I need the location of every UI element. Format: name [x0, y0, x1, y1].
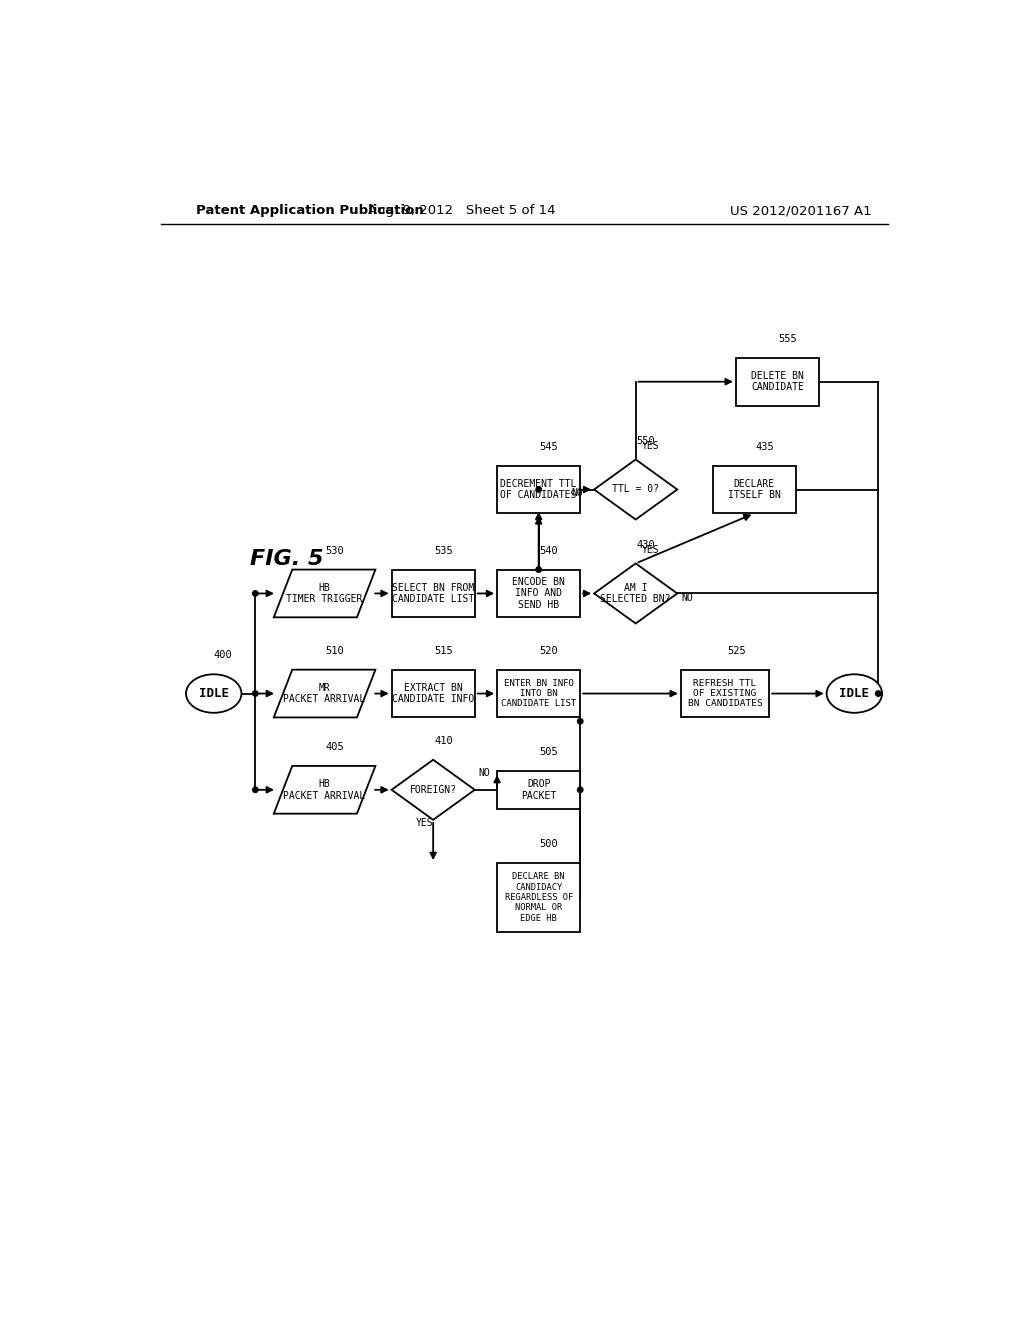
- Bar: [497, 669, 581, 718]
- Text: 520: 520: [540, 645, 558, 656]
- Text: NO: NO: [478, 768, 490, 777]
- Text: Patent Application Publication: Patent Application Publication: [196, 205, 424, 218]
- Text: 550: 550: [637, 436, 655, 446]
- Text: DROP
PACKET: DROP PACKET: [521, 779, 556, 801]
- Circle shape: [578, 718, 583, 723]
- Circle shape: [876, 690, 881, 696]
- Text: 410: 410: [434, 737, 453, 746]
- Polygon shape: [273, 570, 376, 618]
- Polygon shape: [594, 564, 677, 623]
- Text: 555: 555: [778, 334, 797, 345]
- Bar: [391, 570, 475, 618]
- Text: IDLE: IDLE: [840, 686, 869, 700]
- Circle shape: [536, 487, 542, 492]
- Bar: [497, 863, 581, 932]
- Text: FOREIGN?: FOREIGN?: [410, 785, 457, 795]
- Text: 400: 400: [213, 651, 231, 660]
- Circle shape: [253, 787, 258, 792]
- Text: NO: NO: [681, 593, 693, 603]
- Text: 525: 525: [727, 645, 745, 656]
- Bar: [736, 358, 819, 405]
- Circle shape: [253, 591, 258, 597]
- Text: 535: 535: [434, 545, 453, 556]
- Circle shape: [536, 566, 542, 573]
- Text: US 2012/0201167 A1: US 2012/0201167 A1: [730, 205, 871, 218]
- Text: HB
TIMER TRIGGER: HB TIMER TRIGGER: [287, 582, 362, 605]
- Text: YES: YES: [642, 545, 659, 554]
- Text: 510: 510: [326, 645, 344, 656]
- Circle shape: [253, 690, 258, 696]
- Polygon shape: [273, 669, 376, 718]
- Bar: [681, 669, 769, 718]
- Text: 500: 500: [540, 840, 558, 849]
- Circle shape: [578, 787, 583, 792]
- Text: 430: 430: [637, 540, 655, 549]
- Text: 545: 545: [540, 442, 558, 451]
- Text: DECLARE BN
CANDIDACY
REGARDLESS OF
NORMAL OR
EDGE HB: DECLARE BN CANDIDACY REGARDLESS OF NORMA…: [505, 873, 572, 923]
- Text: ENCODE BN
INFO AND
SEND HB: ENCODE BN INFO AND SEND HB: [512, 577, 565, 610]
- Text: EXTRACT BN
CANDIDATE INFO: EXTRACT BN CANDIDATE INFO: [392, 682, 474, 705]
- Text: IDLE: IDLE: [199, 686, 228, 700]
- Text: YES: YES: [642, 441, 659, 450]
- Polygon shape: [273, 766, 376, 813]
- Bar: [713, 466, 796, 513]
- Text: HB
PACKET ARRIVAL: HB PACKET ARRIVAL: [284, 779, 366, 801]
- Text: FIG. 5: FIG. 5: [250, 549, 324, 569]
- Text: TTL = 0?: TTL = 0?: [612, 484, 659, 495]
- Text: 540: 540: [540, 545, 558, 556]
- Bar: [497, 570, 581, 618]
- Bar: [391, 669, 475, 718]
- Text: ENTER BN INFO
INTO BN
CANDIDATE LIST: ENTER BN INFO INTO BN CANDIDATE LIST: [501, 678, 577, 709]
- Text: REFRESH TTL
OF EXISTING
BN CANDIDATES: REFRESH TTL OF EXISTING BN CANDIDATES: [688, 678, 763, 709]
- Text: AM I
SELECTED BN?: AM I SELECTED BN?: [600, 582, 671, 605]
- Text: 505: 505: [540, 747, 558, 756]
- Text: 435: 435: [755, 442, 774, 451]
- Text: 515: 515: [434, 645, 453, 656]
- Text: YES: YES: [416, 818, 434, 828]
- Polygon shape: [594, 459, 677, 520]
- Ellipse shape: [186, 675, 242, 713]
- Text: 530: 530: [326, 545, 344, 556]
- Bar: [497, 466, 581, 513]
- Bar: [497, 771, 581, 809]
- Text: DECREMENT TTL
OF CANDIDATES: DECREMENT TTL OF CANDIDATES: [501, 479, 577, 500]
- Text: MR
PACKET ARRIVAL: MR PACKET ARRIVAL: [284, 682, 366, 705]
- Text: Aug. 9, 2012   Sheet 5 of 14: Aug. 9, 2012 Sheet 5 of 14: [368, 205, 555, 218]
- Ellipse shape: [826, 675, 882, 713]
- Polygon shape: [391, 760, 475, 820]
- Text: NO: NO: [571, 487, 583, 498]
- Text: DELETE BN
CANDIDATE: DELETE BN CANDIDATE: [751, 371, 804, 392]
- Text: DECLARE
ITSELF BN: DECLARE ITSELF BN: [728, 479, 780, 500]
- Text: SELECT BN FROM
CANDIDATE LIST: SELECT BN FROM CANDIDATE LIST: [392, 582, 474, 605]
- Text: 405: 405: [326, 742, 344, 752]
